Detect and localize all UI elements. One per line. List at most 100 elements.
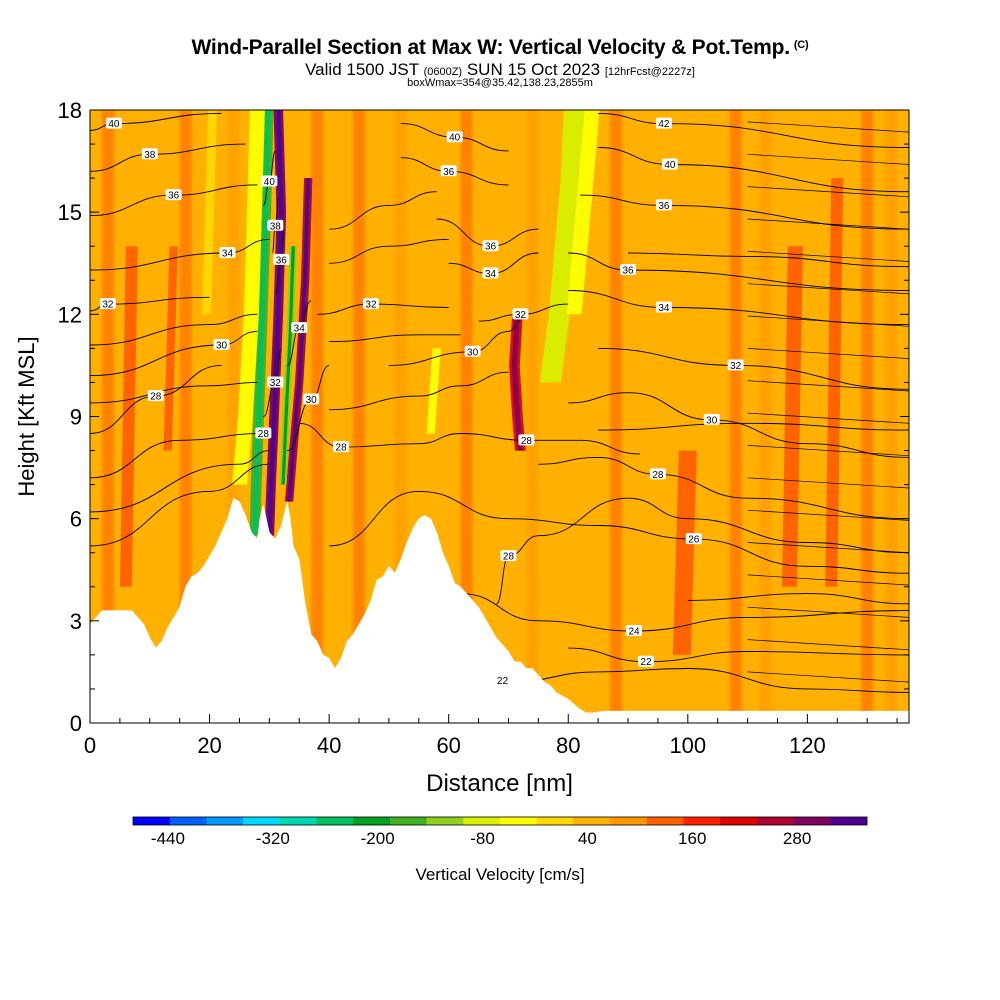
contour-label-text: 36 <box>485 242 497 253</box>
velocity-stripe <box>861 110 874 723</box>
contour-label: 36 <box>165 189 182 202</box>
contour-label: 32 <box>99 298 116 311</box>
y-tick-label: 0 <box>70 711 82 736</box>
y-tick-label: 18 <box>58 98 82 123</box>
velocity-feature <box>672 450 697 655</box>
velocity-stripe <box>460 110 473 723</box>
contour-label: 40 <box>661 158 678 171</box>
isentrope-line <box>460 433 641 455</box>
isentrope-line <box>747 283 909 295</box>
potential-temperature-contours <box>90 112 909 693</box>
isentrope-line <box>580 194 909 230</box>
contour-label: 28 <box>147 390 164 403</box>
contour-label-bg <box>291 321 308 333</box>
velocity-stripe <box>759 110 772 723</box>
contour-label-text: 32 <box>102 300 114 311</box>
contour-label-bg <box>637 655 654 667</box>
contour-label: 34 <box>219 247 236 260</box>
isentrope-line <box>747 186 909 198</box>
contour-label: 28 <box>255 427 272 440</box>
colorbar-swatch <box>169 817 207 825</box>
y-tick-label: 12 <box>58 302 82 327</box>
contour-label-bg <box>362 298 379 310</box>
isentrope-line <box>747 574 909 586</box>
y-tick-label: 6 <box>70 507 82 532</box>
terrain-fill <box>90 497 909 723</box>
contour-label-text: 36 <box>168 191 180 202</box>
isentrope-line <box>90 313 258 346</box>
colorbar-swatch <box>206 817 244 825</box>
contour-label-text: 32 <box>365 300 377 311</box>
isentrope-line <box>627 252 909 268</box>
contour-label-bg <box>655 199 672 211</box>
velocity-stripe <box>885 110 898 723</box>
isentrope-line <box>329 371 509 411</box>
contour-label-text: 34 <box>294 323 306 334</box>
contour-label-bg <box>494 674 511 686</box>
contour-label-text: 32 <box>730 361 742 372</box>
velocity-stripe <box>179 110 192 723</box>
contour-label-text: 40 <box>264 177 276 188</box>
isentrope-line <box>747 348 909 359</box>
contour-label: 30 <box>213 338 230 351</box>
contour-label-bg <box>661 158 678 170</box>
contour-label-bg <box>649 468 666 480</box>
velocity-stripe <box>639 110 652 723</box>
colorbar-tick-label: 280 <box>783 829 811 848</box>
colorbar: -440 -320 -200 -80 40 160 280 Vertical Velocity… <box>132 816 868 884</box>
contour-label-bg <box>655 301 672 313</box>
contour-label: 32 <box>727 359 744 372</box>
colorbar-tick-label: -200 <box>361 829 395 848</box>
isentrope-line <box>90 330 258 377</box>
isentrope-line <box>329 334 461 343</box>
isentrope-line <box>329 490 909 574</box>
velocity-stripe <box>353 110 366 723</box>
velocity-feature <box>566 110 600 315</box>
isentrope-line <box>538 456 909 520</box>
contour-label: 32 <box>362 298 379 311</box>
colorbar-swatch <box>279 817 317 825</box>
colorbar-swatch <box>830 817 868 825</box>
isentrope-line <box>747 121 909 133</box>
velocity-stripe <box>526 110 539 723</box>
colorbar-swatch <box>389 817 427 825</box>
isentrope-line <box>747 509 909 521</box>
colorbar-swatch <box>353 817 391 825</box>
contour-label-text: 42 <box>658 119 670 130</box>
contour-label-text: 28 <box>503 552 515 563</box>
subtitle-valid-time: Valid 1500 JST <box>305 60 419 79</box>
x-tick-label: 60 <box>436 733 460 758</box>
isentrope-line <box>568 647 909 663</box>
isentrope-line <box>598 112 909 148</box>
y-tick-label: 9 <box>70 405 82 430</box>
y-tick-label: 15 <box>58 200 82 225</box>
contour-label-text: 36 <box>658 201 670 212</box>
isentrope-line <box>687 593 909 605</box>
contour-label-text: 36 <box>622 266 634 277</box>
velocity-stripe <box>311 110 324 723</box>
contour-label: 36 <box>440 165 457 178</box>
contour-label-bg <box>655 117 672 129</box>
contour-label-text: 22 <box>497 676 509 687</box>
velocity-stripe <box>610 110 623 723</box>
terrain-profile <box>90 497 909 723</box>
contour-label: 22 <box>494 674 511 687</box>
x-tick-label: 20 <box>197 733 221 758</box>
x-axis-label: Distance [nm] <box>426 770 573 797</box>
colorbar-swatch <box>720 817 758 825</box>
colorbar-swatch <box>133 817 170 825</box>
contour-label-bg <box>500 550 517 562</box>
velocity-core <box>287 178 311 502</box>
colorbar-tick-label: 160 <box>678 829 706 848</box>
contour-label-text: 34 <box>222 249 234 260</box>
contour-label: 38 <box>141 148 158 161</box>
colorbar-swatch <box>683 817 721 825</box>
subtitle-date: SUN 15 Oct 2023 <box>466 60 601 79</box>
contour-label-text: 38 <box>270 221 282 232</box>
contour-label-bg <box>141 148 158 160</box>
contour-label-bg <box>464 345 481 357</box>
contour-label: 40 <box>261 175 278 188</box>
velocity-feature <box>163 246 178 451</box>
x-tick-label: 80 <box>556 733 580 758</box>
